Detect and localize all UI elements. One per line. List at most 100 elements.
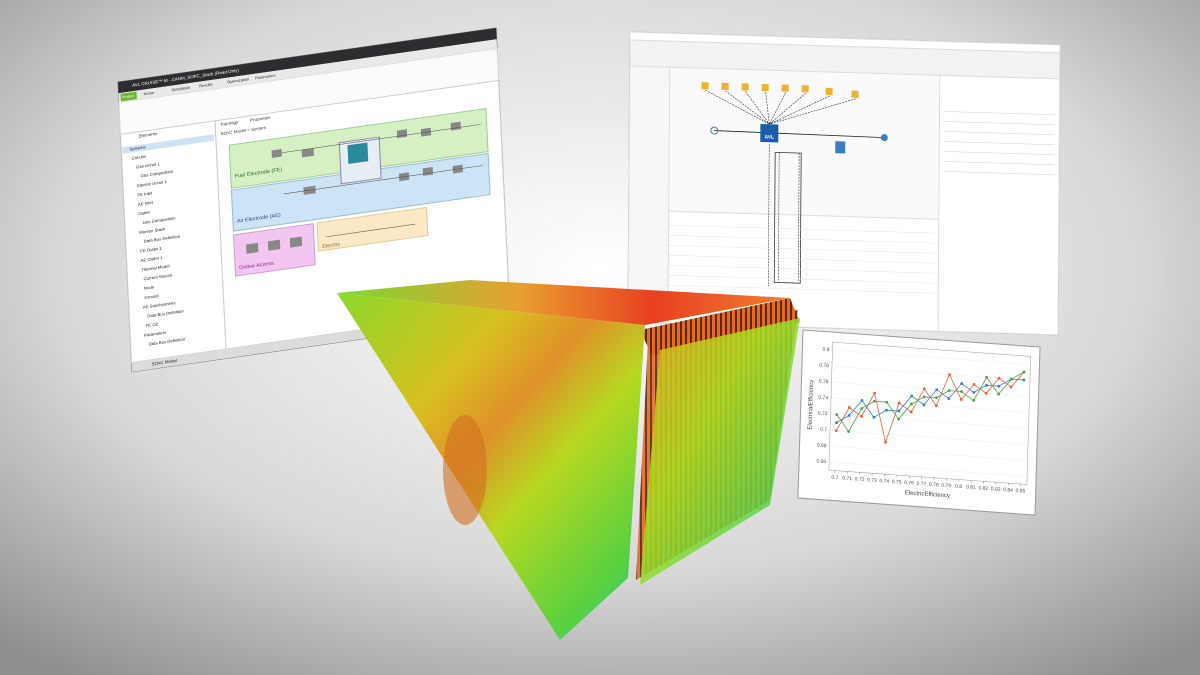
grid-line xyxy=(832,349,1031,365)
avl-node[interactable] xyxy=(760,123,779,143)
x-tick-label: 0.73 xyxy=(867,477,877,484)
group-label: Online Access xyxy=(239,261,274,272)
grid-line xyxy=(830,413,1029,429)
x-tick-label: 0.71 xyxy=(842,475,852,482)
tree-item[interactable]: Current Source xyxy=(143,272,173,281)
data-point xyxy=(909,410,913,414)
ribbon-tab[interactable]: Project xyxy=(122,93,136,100)
data-point xyxy=(922,387,926,391)
ribbon-tab[interactable]: Results xyxy=(199,82,213,89)
tree-item[interactable]: FE O2 xyxy=(146,321,159,328)
tree-item[interactable]: Outlet xyxy=(138,210,150,217)
data-point xyxy=(985,375,989,379)
bottom-tab[interactable]: SOxC Model xyxy=(151,358,177,366)
y-tick-label: 0.72 xyxy=(818,411,828,418)
table-rows xyxy=(668,224,939,294)
tree-item[interactable]: Node xyxy=(144,284,155,290)
project-tab[interactable] xyxy=(120,91,137,102)
data-point xyxy=(997,384,1001,388)
properties-panel xyxy=(937,74,1061,336)
stack-icon xyxy=(347,142,369,164)
data-point xyxy=(1022,370,1026,374)
tree-item[interactable]: Gas Composition xyxy=(143,215,177,225)
tree-item[interactable]: FE Inlet xyxy=(137,190,153,197)
grid-line xyxy=(830,429,1029,445)
tree-item[interactable]: Electric circuit 1 xyxy=(137,179,168,188)
data-point xyxy=(835,421,838,425)
data-point xyxy=(872,399,876,403)
y-tick-label: 0.76 xyxy=(819,379,829,386)
data-point xyxy=(884,440,887,444)
data-point xyxy=(972,383,976,386)
hot-spot xyxy=(443,415,487,525)
tree-item[interactable]: AE Outlet 1 xyxy=(141,255,164,263)
tree-item[interactable]: AE Stoichiometry xyxy=(143,300,177,310)
data-point xyxy=(897,417,901,421)
electric-group xyxy=(316,206,429,252)
data-point xyxy=(922,403,926,407)
ribbon-tab[interactable]: Optimization xyxy=(227,76,249,84)
chart-frame xyxy=(797,329,1041,516)
loop-box xyxy=(773,151,802,284)
data-point xyxy=(972,399,975,402)
breadcrumb: SOxC Model > System xyxy=(221,125,267,136)
left-face xyxy=(337,293,645,640)
tree-item[interactable]: Parameters xyxy=(144,330,166,338)
x-tick-label: 0.76 xyxy=(904,480,914,487)
data-point xyxy=(985,383,988,387)
tab-bar xyxy=(118,39,498,103)
data-point xyxy=(947,397,951,401)
data-point xyxy=(847,430,851,433)
tree-item[interactable]: Circuits xyxy=(132,154,146,161)
panel-tab[interactable]: Topology xyxy=(220,119,239,126)
x-tick-label: 0.82 xyxy=(978,485,988,492)
tree-item[interactable]: Data Bus Definition xyxy=(147,308,184,318)
data-point xyxy=(885,408,888,412)
data-point xyxy=(860,414,863,418)
tree-item[interactable]: FE Outlet 1 xyxy=(140,246,162,254)
ribbon-tab[interactable]: Parameters xyxy=(255,73,276,81)
data-point xyxy=(972,391,976,394)
tree-item[interactable]: Data Bus Definition xyxy=(144,234,181,244)
data-point xyxy=(960,382,964,385)
ribbon-tab[interactable]: Simulation xyxy=(171,85,190,92)
ribbon-tab[interactable]: Home xyxy=(144,90,155,96)
x-tick-label: 0.81 xyxy=(966,484,976,491)
end-node xyxy=(880,134,888,142)
tree-item[interactable]: Data Bus Definition xyxy=(149,336,186,346)
data-point xyxy=(847,406,851,409)
palette xyxy=(627,65,671,324)
plot-border xyxy=(828,341,1031,485)
x-tick-label: 0.7 xyxy=(831,475,838,482)
data-point xyxy=(873,391,876,395)
node-label: AVL xyxy=(764,134,774,140)
tree-item[interactable]: Gas Composition xyxy=(140,169,174,179)
x-tick-label: 0.75 xyxy=(892,479,902,486)
y-tick-label: 0.74 xyxy=(818,395,828,402)
tree-item[interactable]: Ground xyxy=(144,293,159,300)
panel-tab[interactable]: Properties xyxy=(250,115,271,123)
tree-item[interactable]: Systems xyxy=(129,144,146,151)
data-point xyxy=(860,398,864,402)
tree-item[interactable]: Gas circuit 1 xyxy=(136,161,161,169)
x-tick-label: 0.8 xyxy=(955,484,962,491)
x-tick-label: 0.79 xyxy=(941,483,951,490)
x-tick-label: 0.83 xyxy=(991,486,1001,493)
title-bar xyxy=(118,28,497,94)
tree-item[interactable]: Thermal Model xyxy=(141,263,170,272)
x-tick-label: 0.78 xyxy=(929,482,939,489)
right-window: AVL xyxy=(627,31,1061,336)
data-point xyxy=(860,406,864,410)
x-tick-label: 0.84 xyxy=(1003,487,1013,494)
main-flow xyxy=(714,130,885,139)
tree-item[interactable]: Monitor Stack xyxy=(139,226,166,235)
data-point xyxy=(935,388,939,392)
connections xyxy=(281,124,483,238)
start-node xyxy=(710,126,719,135)
data-point xyxy=(835,413,839,417)
tree-item[interactable]: AE Inlet xyxy=(138,200,154,207)
property-rows xyxy=(944,111,1055,176)
x-tick-label: 0.77 xyxy=(917,481,927,488)
